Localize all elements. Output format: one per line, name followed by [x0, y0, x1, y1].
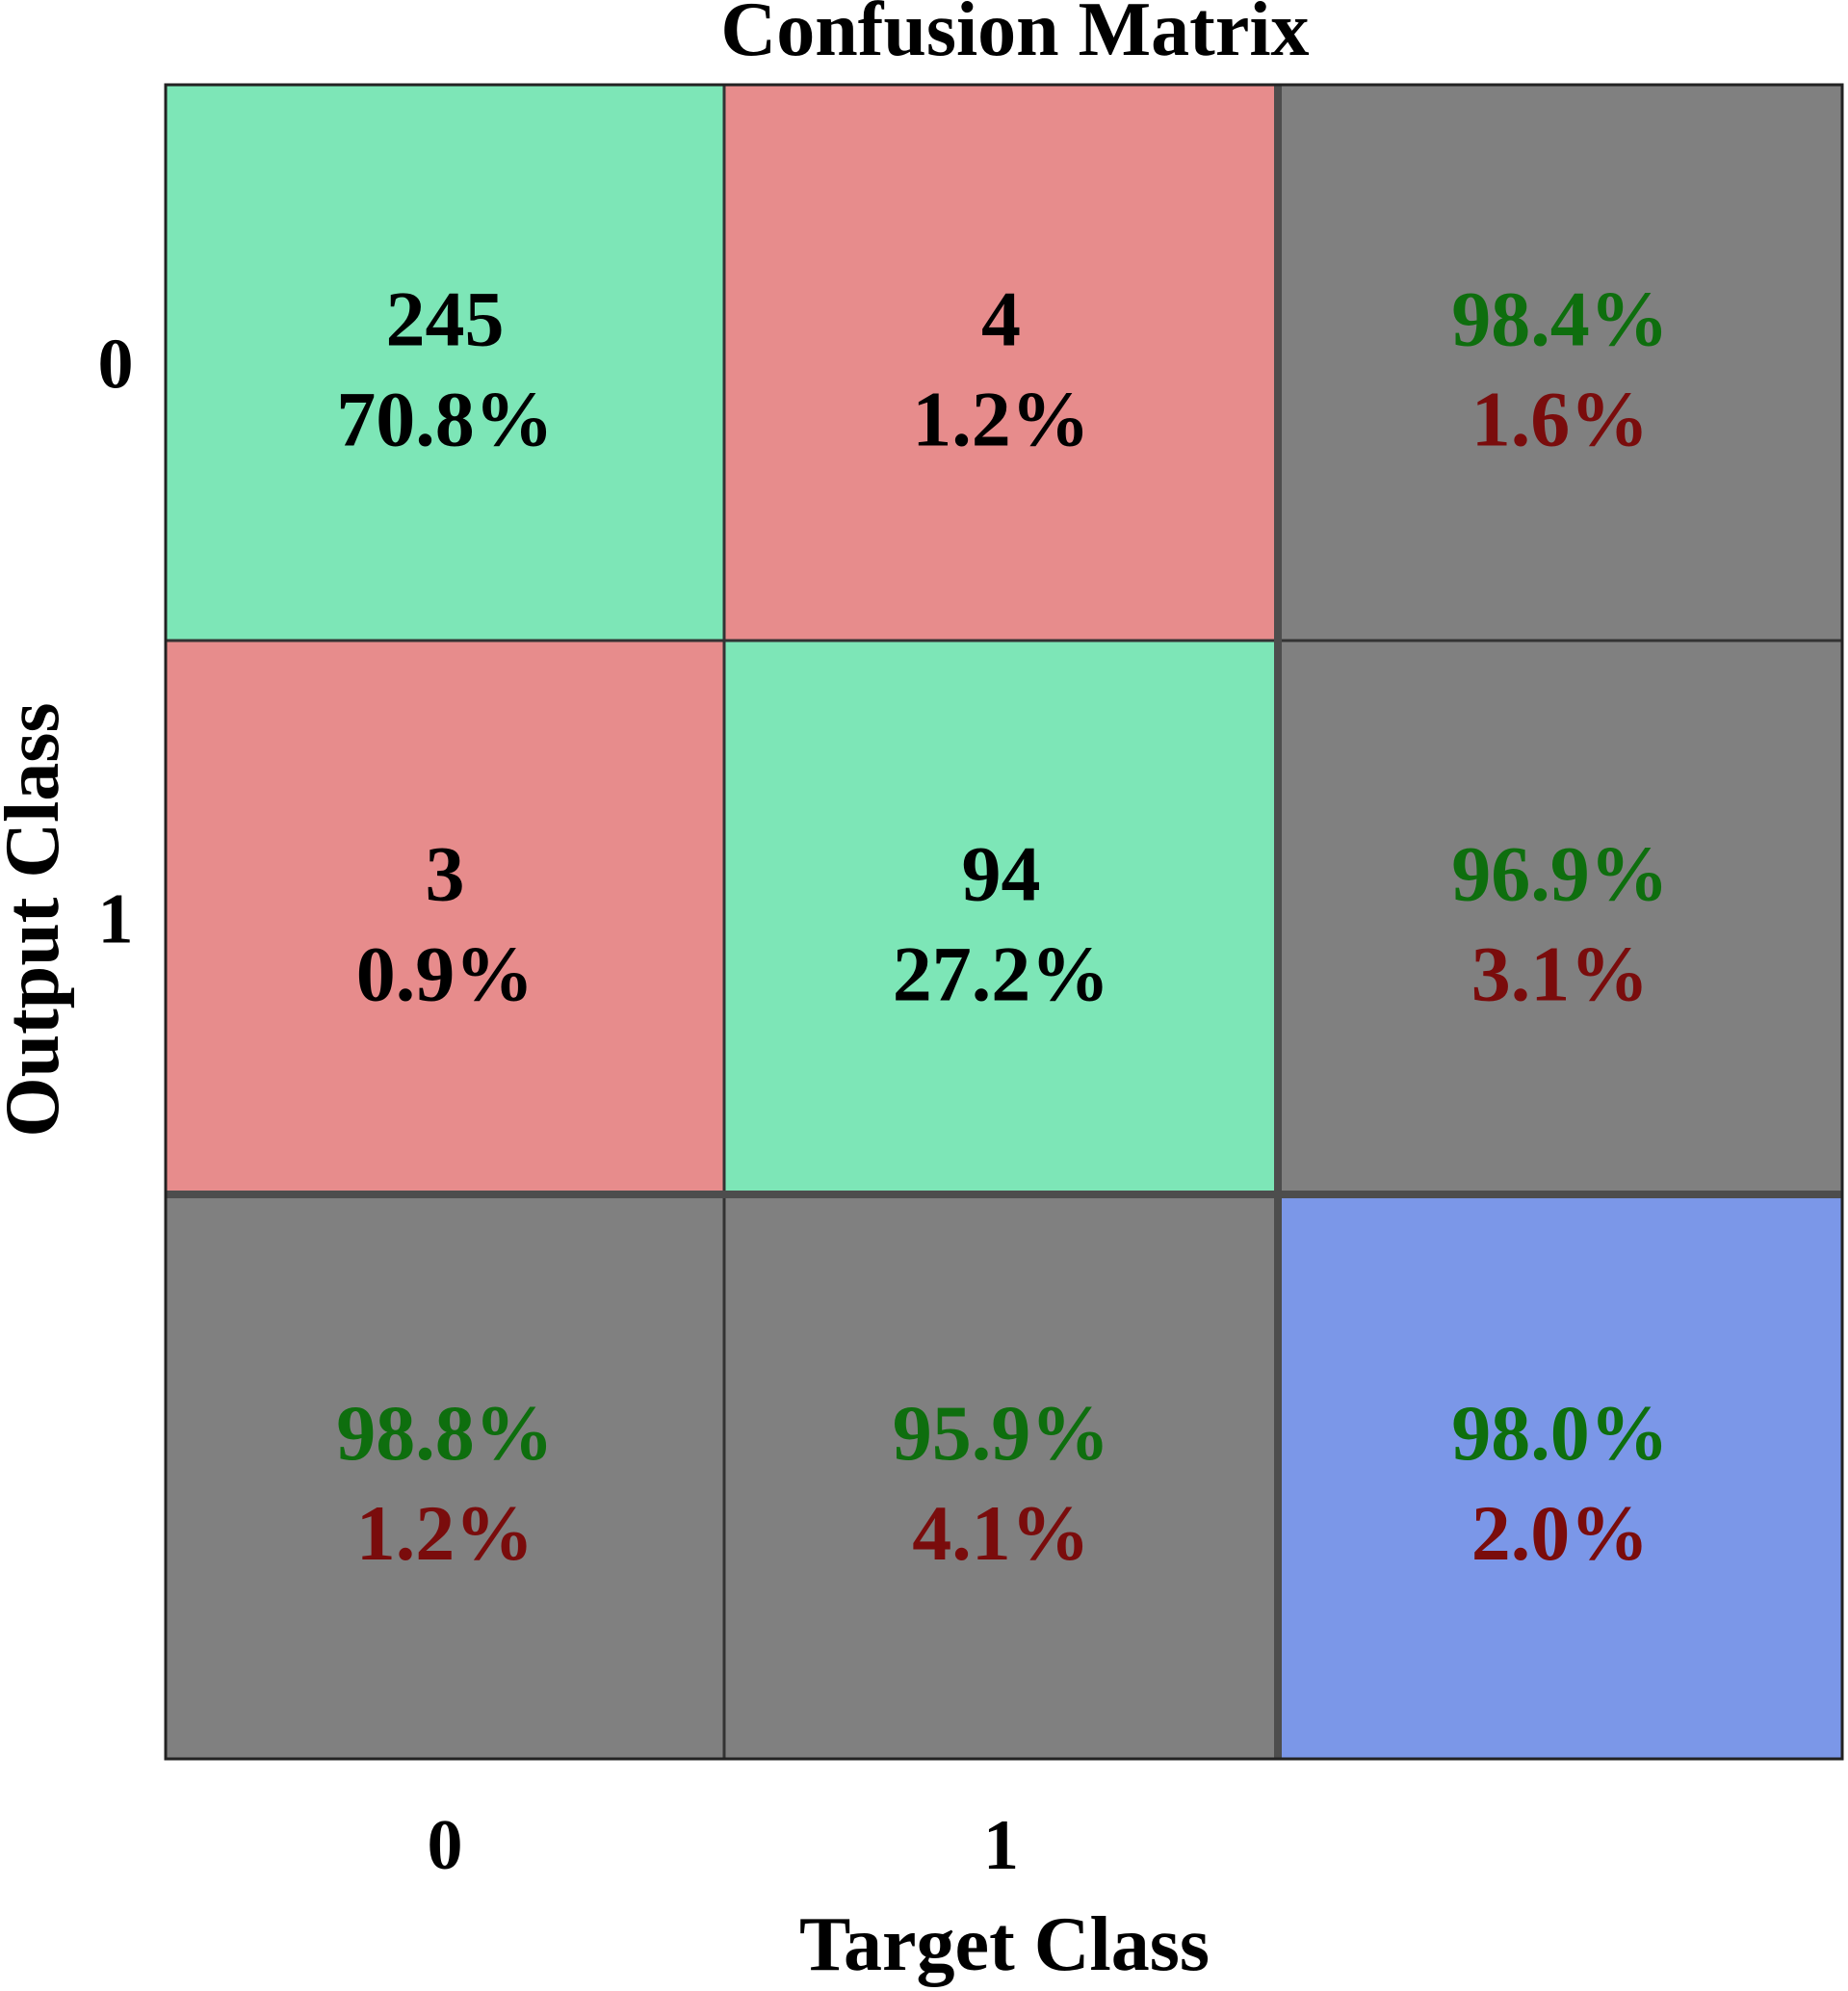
row-summary-0: 98.4% 1.6%: [1276, 83, 1844, 642]
row-summary-0-top-label: 98.4%: [1451, 275, 1669, 363]
row-summary-1: 96.9% 3.1%: [1276, 639, 1844, 1196]
x-tick-label-1: 1: [983, 1806, 1019, 1885]
y-tick-labels: 01: [98, 326, 134, 959]
column-summary-1-bottom-label: 4.1%: [912, 1489, 1090, 1577]
row-summary-0-rect: [1276, 83, 1844, 642]
chart-title: Confusion Matrix: [720, 0, 1309, 72]
overall-accuracy-rect: [1276, 1192, 1844, 1761]
matrix-grid: 245 70.8% 4 1.2% 3 0.9% 94 27.2% 98.4% 1.6% 96.9% 3…: [164, 83, 1844, 1761]
y-tick-label-1: 1: [98, 880, 134, 959]
y-tick-label-0: 0: [98, 326, 134, 405]
column-summary-0-rect: [164, 1192, 726, 1761]
x-tick-label-0: 0: [428, 1806, 463, 1885]
column-summary-0-top-label: 98.8%: [336, 1389, 554, 1477]
cell-0-0-rect: [164, 83, 726, 642]
column-summary-1-rect: [722, 1192, 1280, 1761]
summary-row-separator: [166, 1191, 1842, 1198]
overall-accuracy-bottom-label: 2.0%: [1471, 1489, 1650, 1577]
cell-1-1-rect: [722, 639, 1280, 1196]
row-summary-1-bottom-label: 3.1%: [1471, 930, 1650, 1018]
column-summary-0: 98.8% 1.2%: [164, 1192, 726, 1761]
overall-accuracy: 98.0% 2.0%: [1276, 1192, 1844, 1761]
y-axis-label: Output Class: [0, 702, 75, 1137]
cell-0-1: 4 1.2%: [722, 83, 1280, 642]
overall-accuracy-top-label: 98.0%: [1451, 1389, 1669, 1477]
summary-column-separator: [1274, 85, 1282, 1759]
cell-1-1-bottom-label: 27.2%: [893, 930, 1110, 1018]
row-summary-1-rect: [1276, 639, 1844, 1196]
cell-1-1-top-label: 94: [962, 830, 1041, 918]
cell-1-0-bottom-label: 0.9%: [356, 930, 534, 1018]
matrix-border: [164, 83, 1844, 1761]
cell-1-0-top-label: 3: [426, 830, 465, 918]
cell-0-1-top-label: 4: [981, 275, 1021, 363]
column-summary-0-bottom-label: 1.2%: [356, 1489, 534, 1577]
cell-0-0-bottom-label: 70.8%: [336, 376, 554, 463]
row-summary-0-bottom-label: 1.6%: [1471, 376, 1650, 463]
cell-0-1-bottom-label: 1.2%: [912, 376, 1090, 463]
cell-0-1-rect: [722, 83, 1280, 642]
column-summary-1: 95.9% 4.1%: [722, 1192, 1280, 1761]
cell-1-0: 3 0.9%: [164, 639, 726, 1196]
cell-0-0: 245 70.8%: [164, 83, 726, 642]
column-summary-1-top-label: 95.9%: [893, 1389, 1110, 1477]
row-summary-1-top-label: 96.9%: [1451, 830, 1669, 918]
cell-1-0-rect: [164, 639, 726, 1196]
x-axis-label: Target Class: [799, 1902, 1210, 1987]
cell-1-1: 94 27.2%: [722, 639, 1280, 1196]
cell-0-0-top-label: 245: [386, 275, 505, 363]
